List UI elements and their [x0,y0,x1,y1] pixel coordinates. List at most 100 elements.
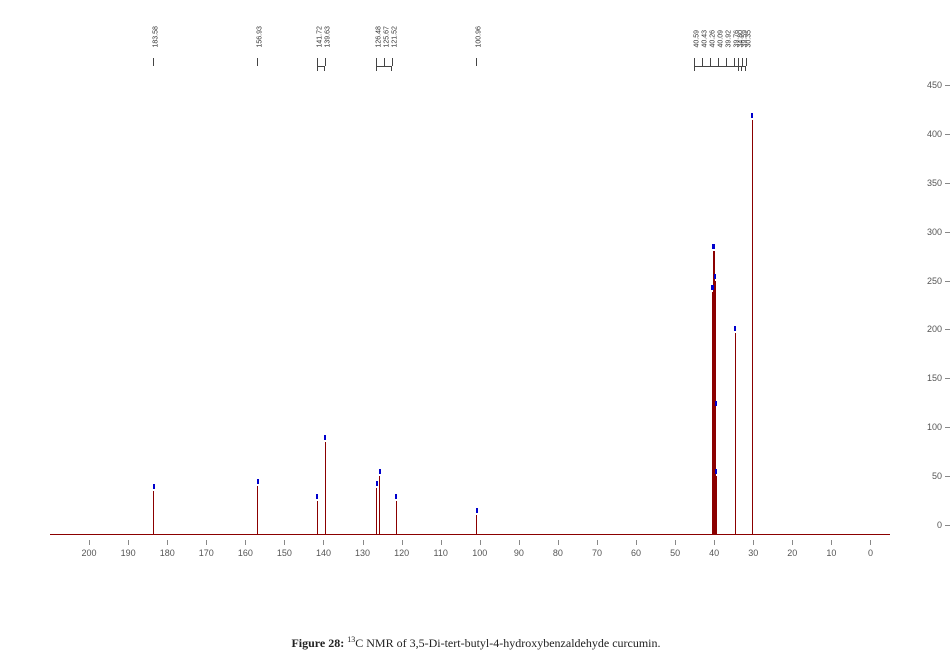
peak [752,120,754,535]
x-tick-label: 180 [160,548,175,558]
y-tick-label: 100 [927,422,942,432]
peak-marker [751,113,753,118]
y-tick-label: 300 [927,227,942,237]
x-tick [714,540,715,545]
y-tick [945,427,950,428]
y-tick [945,232,950,233]
caption-text: C NMR of 3,5-Di-tert-butyl-4-hydroxybenz… [355,636,660,650]
peak-label-tick [694,58,695,66]
peak-marker [715,401,717,406]
peak [325,442,326,535]
x-tick [441,540,442,545]
peak-label: 40.26 [710,30,717,48]
peak-label: 40.43 [702,30,709,48]
peak [153,491,154,535]
y-axis: 050100150200250300350400450 [920,75,950,535]
y-tick [945,134,950,135]
x-tick-label: 110 [434,548,448,558]
x-tick [480,540,481,545]
x-tick [636,540,637,545]
peak-label-tick [376,58,377,66]
x-tick [870,540,871,545]
x-tick-label: 140 [316,548,331,558]
x-tick-label: 170 [199,548,214,558]
x-tick [402,540,403,545]
peak-label-tick [384,58,385,66]
peak-marker [734,326,736,331]
y-tick-label: 150 [927,373,942,383]
x-tick [323,540,324,545]
peak-label: 40.59 [694,30,701,48]
peak [716,476,717,535]
peak-marker [713,244,715,249]
y-tick [945,281,950,282]
x-axis: 0102030405060708090100110120130140150160… [50,540,890,570]
x-tick-label: 200 [82,548,97,558]
x-tick-label: 0 [868,548,873,558]
peak-label: 126.48 [376,26,383,47]
x-tick [792,540,793,545]
peak-marker [153,484,155,489]
y-tick-label: 450 [927,80,942,90]
x-tick [363,540,364,545]
y-tick-label: 250 [927,276,942,286]
peak-label: 30.35 [745,30,752,48]
peak [379,476,380,535]
y-tick [945,329,950,330]
peak [317,501,318,535]
x-tick-label: 10 [826,548,836,558]
peak-marker [379,469,381,474]
peak [396,501,397,535]
peak-label-tick [742,58,743,66]
peak-marker [395,494,397,499]
peak-label: 141.72 [316,26,323,47]
peak-label-row: 183.58156.93141.72139.63126.48125.67121.… [50,30,890,75]
peak-label-tick [718,58,719,66]
x-tick [753,540,754,545]
nmr-chart: 183.58156.93141.72139.63126.48125.67121.… [30,30,920,590]
y-tick-label: 0 [937,520,942,530]
y-tick [945,85,950,86]
x-tick [675,540,676,545]
peak-label-tick [476,58,477,66]
x-tick-label: 100 [472,548,487,558]
x-tick [831,540,832,545]
y-tick [945,378,950,379]
peak-label: 121.52 [392,26,399,47]
peak-label: 139.63 [324,26,331,47]
peak-marker [316,494,318,499]
peak-label-tick [325,58,326,66]
peak-marker [715,469,717,474]
peak-label: 125.67 [384,26,391,47]
x-tick [558,540,559,545]
x-tick-label: 130 [355,548,370,558]
peak-label: 40.09 [718,30,725,48]
peak-marker [476,508,478,513]
x-tick [597,540,598,545]
x-tick [206,540,207,545]
x-tick-label: 30 [748,548,758,558]
peak [476,515,477,535]
y-tick [945,183,950,184]
x-tick-label: 160 [238,548,253,558]
x-tick-label: 70 [592,548,602,558]
x-tick [89,540,90,545]
y-tick [945,525,950,526]
peak-label: 183.58 [153,26,160,47]
caption-prefix: Figure 28: [291,636,344,650]
peak [376,488,377,535]
peak [257,486,258,535]
label-bracket [738,66,746,72]
peak-label: 39.92 [726,30,733,48]
peak-label: 156.93 [257,26,264,47]
y-tick [945,476,950,477]
x-tick [284,540,285,545]
peak-label-tick [702,58,703,66]
y-tick-label: 200 [927,324,942,334]
plot-area [50,75,890,535]
y-tick-label: 50 [932,471,942,481]
peak-marker [714,274,716,279]
x-tick-label: 150 [277,548,292,558]
y-tick-label: 400 [927,129,942,139]
x-tick [128,540,129,545]
